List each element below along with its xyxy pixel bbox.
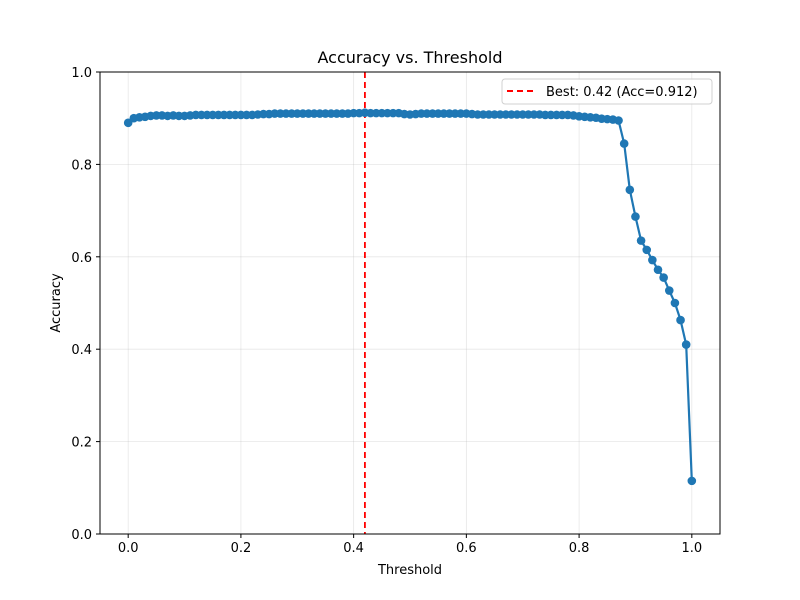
x-tick-label: 0.8 <box>569 541 590 556</box>
accuracy-point <box>653 265 663 275</box>
accuracy-point <box>659 273 668 282</box>
y-tick-label: 0.0 <box>71 528 92 543</box>
grid-layer <box>100 71 720 535</box>
y-tick-label: 0.6 <box>71 251 92 266</box>
x-tick-label: 0.4 <box>343 541 364 556</box>
ticks-layer: 0.0 0.2 0.4 0.6 0.8 1.0 0.0 0.2 0.4 0.6 0.8 1.0 <box>71 66 702 556</box>
legend-label: Best: 0.42 (Acc=0.912) <box>546 85 698 100</box>
accuracy-point <box>681 340 691 349</box>
accuracy-point <box>687 476 697 486</box>
x-axis-label: Threshold <box>377 563 442 578</box>
x-tick-label: 0.2 <box>231 541 252 556</box>
x-tick-label: 1.0 <box>681 541 702 556</box>
y-axis-label: Accuracy <box>49 273 64 333</box>
accuracy-point <box>619 139 629 148</box>
accuracy-point <box>636 236 646 245</box>
accuracy-point <box>614 116 623 125</box>
y-tick-label: 0.4 <box>71 343 92 358</box>
accuracy-point <box>642 245 652 255</box>
legend-box <box>501 78 713 105</box>
legend: Best: 0.42 (Acc=0.912) <box>501 78 713 105</box>
x-tick-label: 0.6 <box>456 541 477 556</box>
accuracy-point <box>648 255 657 265</box>
x-tick-label: 0.0 <box>118 541 139 556</box>
y-tick-label: 1.0 <box>71 66 92 81</box>
plot-area-frame <box>99 71 721 535</box>
series-layer <box>123 108 697 486</box>
accuracy-point <box>670 298 680 308</box>
y-tick-label: 0.8 <box>71 158 92 173</box>
chart-title: Accuracy vs. Threshold <box>318 48 503 67</box>
y-tick-label: 0.2 <box>71 436 92 451</box>
accuracy-point <box>625 185 635 195</box>
accuracy-point <box>631 212 640 221</box>
accuracy-point <box>676 315 685 325</box>
accuracy-point <box>664 286 674 295</box>
